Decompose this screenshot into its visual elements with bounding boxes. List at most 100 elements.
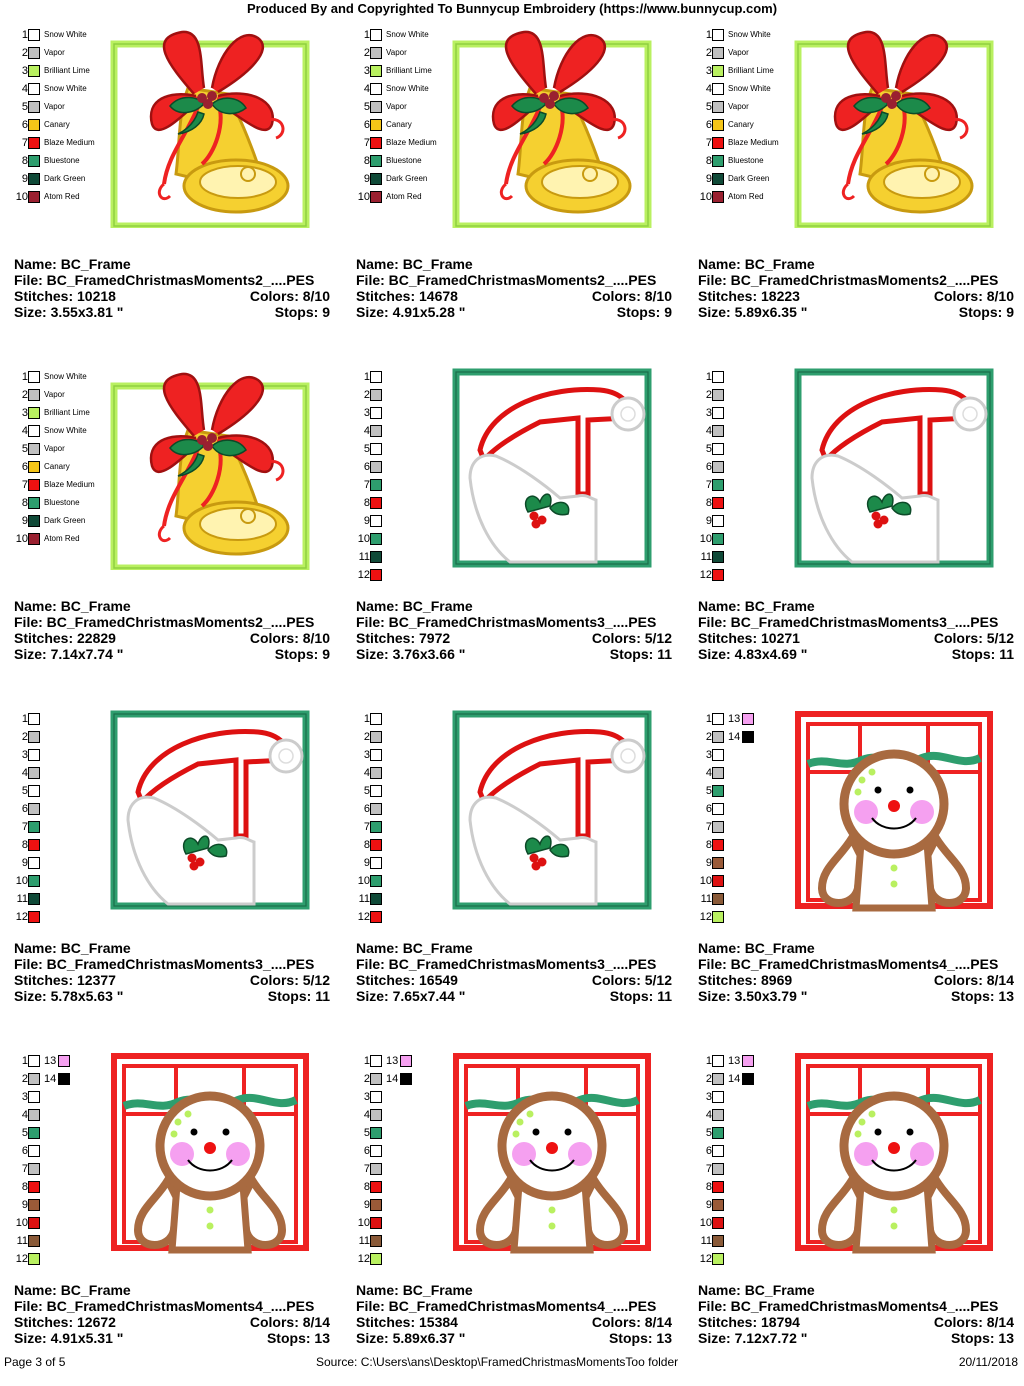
file-row: File: BC_FramedChristmasMoments4_....PES	[698, 956, 1014, 972]
size-row: Size: 7.65x7.44 " Stops: 11	[356, 988, 672, 1004]
thread-name: Dark Green	[44, 516, 86, 525]
color-legend-row: 5 Vapor	[698, 98, 779, 116]
thread-swatch	[712, 1055, 724, 1067]
color-number: 2	[705, 731, 712, 743]
thread-swatch	[712, 155, 724, 167]
stitches-label: Stitches:	[698, 288, 758, 304]
size-label: Size:	[698, 646, 731, 662]
color-legend-extra: 14	[728, 1070, 758, 1088]
size-label: Size:	[356, 1330, 389, 1346]
thread-swatch	[28, 1199, 40, 1211]
stitch-count: 10271	[761, 630, 800, 646]
color-legend-row: 8	[14, 836, 44, 854]
color-legend-row: 8 Bluestone	[14, 152, 95, 170]
thread-swatch	[712, 1073, 724, 1085]
thread-name: Vapor	[44, 102, 65, 111]
color-number: 3	[21, 749, 28, 761]
thread-swatch	[370, 1217, 382, 1229]
color-legend-extra: 13	[386, 1052, 416, 1070]
color-number: 2	[363, 47, 370, 59]
color-number: 4	[21, 767, 28, 779]
thread-swatch	[712, 767, 724, 779]
color-number: 6	[363, 803, 370, 815]
thread-swatch	[712, 479, 724, 491]
stitches-row: Stitches: 18794 Colors: 8/14	[698, 1314, 1014, 1330]
file-label: File:	[698, 272, 727, 288]
thread-swatch	[370, 857, 382, 869]
thread-swatch	[712, 83, 724, 95]
name-row: Name: BC_Frame	[14, 256, 330, 272]
color-legend-row: 7	[356, 818, 386, 836]
design-size: 4.91x5.31 "	[50, 1330, 124, 1346]
color-legend-row: 12	[356, 566, 386, 584]
color-number: 9	[705, 173, 712, 185]
color-number: 9	[21, 173, 28, 185]
color-legend-row: 2	[14, 728, 44, 746]
design-size: 7.12x7.72 "	[734, 1330, 808, 1346]
color-legend-row: 5 Vapor	[14, 98, 95, 116]
design-name: BC_Frame	[60, 256, 131, 272]
thread-swatch	[28, 29, 40, 41]
color-number: 10	[699, 533, 712, 545]
thread-name: Canary	[44, 120, 70, 129]
thread-swatch	[28, 821, 40, 833]
stitches-row: Stitches: 14678 Colors: 8/10	[356, 288, 672, 304]
color-number: 6	[21, 461, 28, 473]
color-legend: 1 2 3 4 5 6 7 8 9 10 11 12	[356, 710, 386, 926]
color-legend-row: 9 Dark Green	[14, 512, 95, 530]
color-number: 5	[705, 101, 712, 113]
design-card: 1 2 3 4 5 6 7 8 9 10 11 12 Name: BC_Frame File: BC_F…	[342, 702, 684, 1044]
thread-swatch	[370, 731, 382, 743]
thread-name: Snow White	[44, 30, 87, 39]
color-number: 4	[705, 1109, 712, 1121]
thread-swatch	[370, 1055, 382, 1067]
page-header: Produced By and Copyrighted To Bunnycup …	[246, 1, 778, 16]
color-number: 7	[21, 137, 28, 149]
color-number: 6	[705, 803, 712, 815]
color-number: 3	[21, 65, 28, 77]
thread-swatch	[370, 155, 382, 167]
size-row: Size: 3.50x3.79 " Stops: 13	[698, 988, 1014, 1004]
color-number: 7	[705, 479, 712, 491]
design-info: Name: BC_Frame File: BC_FramedChristmasMo…	[14, 940, 330, 1004]
stitches-row: Stitches: 8969 Colors: 8/14	[698, 972, 1014, 988]
page-footer: Page 3 of 5 Source: C:\Users\ans\Desktop…	[0, 1354, 1024, 1370]
stitches-label: Stitches:	[14, 288, 74, 304]
thread-swatch	[28, 1055, 40, 1067]
thread-swatch	[370, 443, 382, 455]
color-legend-row: 6	[698, 458, 728, 476]
color-legend-row: 5	[698, 1124, 758, 1142]
color-legend: 1 13 2 14 3 4 5 6 7 8 9 10 11 12	[698, 710, 758, 926]
colors-label: Colors:	[591, 288, 641, 304]
name-row: Name: BC_Frame	[14, 598, 330, 614]
thread-name: Snow White	[728, 30, 771, 39]
thread-name: Canary	[728, 120, 754, 129]
color-number: 6	[21, 119, 28, 131]
thread-name: Brilliant Lime	[728, 66, 774, 75]
color-number: 2	[705, 47, 712, 59]
color-legend-row: 4	[698, 422, 728, 440]
name-row: Name: BC_Frame	[14, 1282, 330, 1298]
size-row: Size: 4.83x4.69 " Stops: 11	[698, 646, 1014, 662]
color-legend-row: 7	[698, 1160, 758, 1178]
name-label: Name:	[698, 940, 741, 956]
size-label: Size:	[14, 646, 47, 662]
color-legend: 1 2 3 4 5 6 7 8 9 10 11 12	[14, 710, 44, 926]
stitches-label: Stitches:	[14, 972, 74, 988]
thread-swatch	[370, 137, 382, 149]
thread-swatch	[712, 821, 724, 833]
color-number: 11	[358, 551, 370, 563]
design-size: 7.14x7.74 "	[50, 646, 124, 662]
file-label: File:	[698, 1298, 727, 1314]
color-number: 7	[21, 1163, 28, 1175]
color-legend-row: 1	[356, 710, 386, 728]
color-legend-row: 4	[698, 1106, 758, 1124]
color-legend: 1 2 3 4 5 6 7 8 9 10 11 12	[698, 368, 728, 584]
size-label: Size:	[356, 646, 389, 662]
thread-swatch	[712, 893, 724, 905]
color-number: 9	[363, 1199, 370, 1211]
design-card: 1 13 2 14 3 4 5 6 7 8 9 10 11 12 Name: BC_Frame File: …	[0, 1044, 342, 1386]
thread-name: Snow White	[386, 84, 429, 93]
colors-label: Colors:	[933, 288, 983, 304]
color-number: 9	[21, 515, 28, 527]
